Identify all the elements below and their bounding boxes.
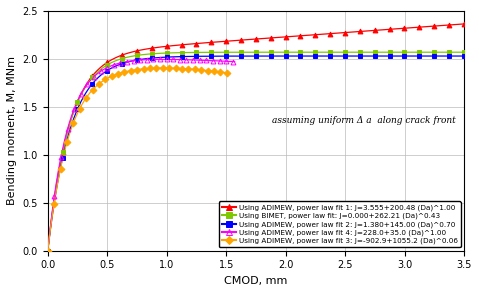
X-axis label: CMOD, mm: CMOD, mm xyxy=(224,276,288,286)
Legend: Using ADIMEW, power law fit 1: J=3.555+200.48 (Da)^1.00, Using BIMET, power law : Using ADIMEW, power law fit 1: J=3.555+2… xyxy=(218,201,461,247)
Y-axis label: Bending moment, M, MNm: Bending moment, M, MNm xyxy=(7,56,17,205)
Text: assuming uniform Δ a  along crack front: assuming uniform Δ a along crack front xyxy=(272,117,456,125)
